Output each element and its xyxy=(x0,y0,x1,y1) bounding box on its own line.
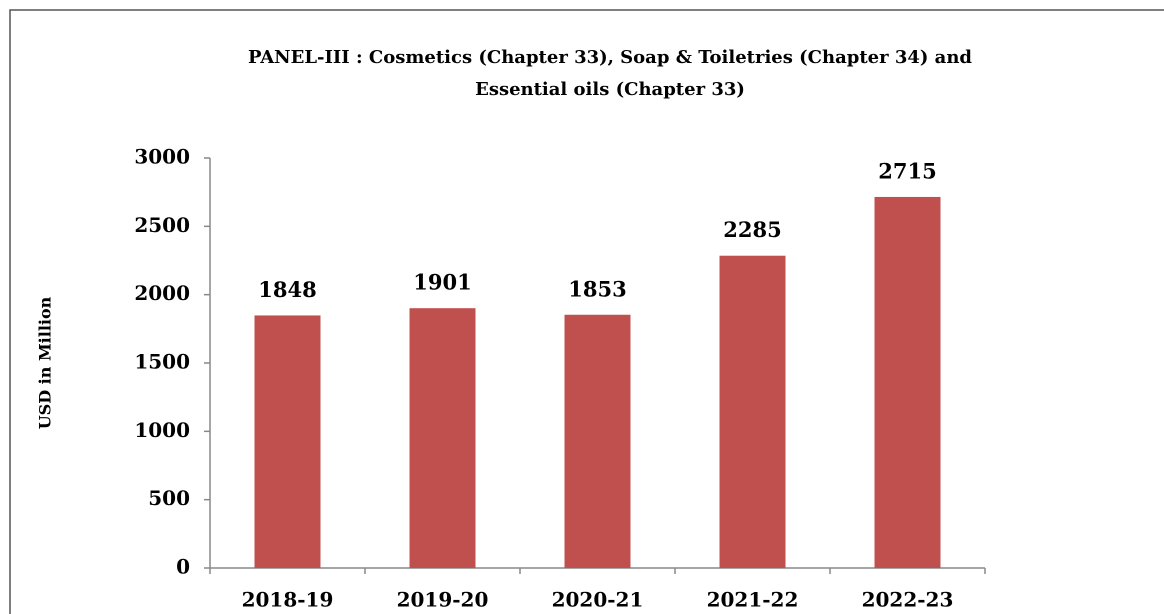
y-tick-label: 500 xyxy=(148,486,190,510)
bar xyxy=(254,315,321,568)
x-tick-label: 2018-19 xyxy=(242,588,334,612)
chart-title: PANEL-III : Cosmetics (Chapter 33), Soap… xyxy=(248,47,972,68)
bar xyxy=(874,196,941,568)
x-tick-label: 2022-23 xyxy=(862,588,954,612)
bar xyxy=(409,308,476,568)
data-label: 2285 xyxy=(723,217,781,242)
data-label: 1853 xyxy=(568,276,626,301)
x-tick-label: 2020-21 xyxy=(552,588,644,612)
y-tick-label: 1500 xyxy=(134,350,190,374)
y-tick-label: 2000 xyxy=(134,281,190,305)
bar xyxy=(564,314,631,568)
data-label: 1848 xyxy=(258,277,316,302)
x-tick-label: 2019-20 xyxy=(397,588,489,612)
data-label: 1901 xyxy=(413,270,471,295)
y-axis-label: USD in Million xyxy=(36,296,55,429)
data-label: 2715 xyxy=(878,158,936,183)
bar xyxy=(719,255,786,568)
y-tick-label: 3000 xyxy=(134,145,190,169)
y-tick-label: 1000 xyxy=(134,418,190,442)
y-tick-label: 0 xyxy=(176,555,190,579)
y-tick-label: 2500 xyxy=(134,213,190,237)
x-tick-label: 2021-22 xyxy=(707,588,799,612)
chart-border xyxy=(9,9,1164,614)
chart-title: Essential oils (Chapter 33) xyxy=(475,79,745,100)
